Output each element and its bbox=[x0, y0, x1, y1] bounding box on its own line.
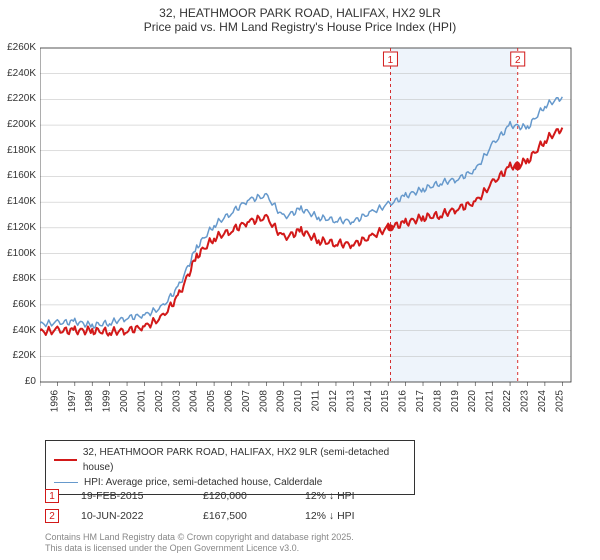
svg-text:2015: 2015 bbox=[380, 390, 391, 413]
y-tick-label: £260K bbox=[0, 42, 36, 53]
svg-text:2022: 2022 bbox=[502, 390, 513, 413]
sale-hpi-delta: 12% ↓ HPI bbox=[305, 510, 395, 522]
y-tick-label: £220K bbox=[0, 93, 36, 104]
y-tick-label: £40K bbox=[0, 325, 36, 336]
svg-text:1999: 1999 bbox=[102, 390, 113, 413]
y-tick-label: £240K bbox=[0, 68, 36, 79]
chart-plot: 1995 1996 1997 1998 1999 2000 2001 2002 2003 2004… bbox=[40, 42, 585, 424]
sale-hpi-delta: 12% ↓ HPI bbox=[305, 490, 395, 502]
y-tick-label: £120K bbox=[0, 222, 36, 233]
legend-label-price: 32, HEATHMOOR PARK ROAD, HALIFAX, HX2 9L… bbox=[83, 445, 406, 475]
y-tick-label: £20K bbox=[0, 350, 36, 361]
footnote: Contains HM Land Registry data © Crown c… bbox=[45, 532, 354, 554]
svg-text:2004: 2004 bbox=[189, 390, 200, 413]
svg-text:2003: 2003 bbox=[171, 390, 182, 413]
legend-item-price: 32, HEATHMOOR PARK ROAD, HALIFAX, HX2 9L… bbox=[54, 445, 406, 475]
svg-text:2: 2 bbox=[515, 55, 521, 66]
sales-table: 1 19-FEB-2015 £120,000 12% ↓ HPI 2 10-JU… bbox=[45, 486, 395, 526]
footnote-line2: This data is licensed under the Open Gov… bbox=[45, 543, 354, 554]
svg-text:2001: 2001 bbox=[136, 390, 147, 413]
svg-text:2008: 2008 bbox=[258, 390, 269, 413]
svg-text:2005: 2005 bbox=[206, 390, 217, 413]
chart-container: 32, HEATHMOOR PARK ROAD, HALIFAX, HX2 9L… bbox=[0, 0, 600, 560]
svg-text:1998: 1998 bbox=[84, 390, 95, 413]
svg-text:1997: 1997 bbox=[67, 390, 78, 413]
sale-price: £120,000 bbox=[203, 490, 283, 502]
svg-text:2012: 2012 bbox=[328, 390, 339, 413]
sales-row: 1 19-FEB-2015 £120,000 12% ↓ HPI bbox=[45, 486, 395, 506]
title-line1: 32, HEATHMOOR PARK ROAD, HALIFAX, HX2 9L… bbox=[0, 6, 600, 20]
y-tick-label: £0 bbox=[0, 376, 36, 387]
svg-text:2020: 2020 bbox=[467, 390, 478, 413]
title-block: 32, HEATHMOOR PARK ROAD, HALIFAX, HX2 9L… bbox=[0, 0, 600, 34]
y-tick-label: £160K bbox=[0, 170, 36, 181]
title-line2: Price paid vs. HM Land Registry's House … bbox=[0, 20, 600, 34]
svg-text:2024: 2024 bbox=[537, 390, 548, 413]
y-tick-label: £200K bbox=[0, 119, 36, 130]
svg-text:2025: 2025 bbox=[554, 390, 565, 413]
legend-swatch-price bbox=[54, 459, 77, 461]
footnote-line1: Contains HM Land Registry data © Crown c… bbox=[45, 532, 354, 543]
svg-text:2010: 2010 bbox=[293, 390, 304, 413]
svg-text:2009: 2009 bbox=[276, 390, 287, 413]
sales-row: 2 10-JUN-2022 £167,500 12% ↓ HPI bbox=[45, 506, 395, 526]
svg-text:1996: 1996 bbox=[49, 390, 60, 413]
sale-marker-1: 1 bbox=[45, 489, 59, 503]
svg-text:2016: 2016 bbox=[398, 390, 409, 413]
svg-text:2019: 2019 bbox=[450, 390, 461, 413]
svg-text:2013: 2013 bbox=[345, 390, 356, 413]
svg-text:1995: 1995 bbox=[40, 390, 43, 413]
svg-text:2007: 2007 bbox=[241, 390, 252, 413]
svg-text:2018: 2018 bbox=[432, 390, 443, 413]
y-tick-label: £100K bbox=[0, 248, 36, 259]
sale-price: £167,500 bbox=[203, 510, 283, 522]
svg-text:2021: 2021 bbox=[485, 390, 496, 413]
svg-text:2000: 2000 bbox=[119, 390, 130, 413]
y-tick-label: £140K bbox=[0, 196, 36, 207]
y-tick-label: £180K bbox=[0, 145, 36, 156]
y-tick-label: £60K bbox=[0, 299, 36, 310]
sale-date: 10-JUN-2022 bbox=[81, 510, 181, 522]
svg-text:2006: 2006 bbox=[224, 390, 235, 413]
svg-text:2011: 2011 bbox=[311, 390, 322, 412]
sale-marker-2: 2 bbox=[45, 509, 59, 523]
svg-text:2017: 2017 bbox=[415, 390, 426, 413]
svg-text:1: 1 bbox=[388, 55, 394, 66]
svg-text:2002: 2002 bbox=[154, 390, 165, 413]
y-tick-label: £80K bbox=[0, 273, 36, 284]
svg-text:2023: 2023 bbox=[519, 390, 530, 413]
sale-date: 19-FEB-2015 bbox=[81, 490, 181, 502]
legend-swatch-hpi bbox=[54, 482, 78, 484]
svg-text:2014: 2014 bbox=[363, 390, 374, 413]
